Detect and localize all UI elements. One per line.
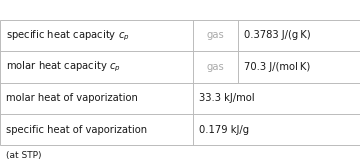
Bar	[0, 20, 360, 145]
Text: specific heat of vaporization: specific heat of vaporization	[6, 125, 148, 134]
Text: specific heat capacity $c_p$: specific heat capacity $c_p$	[6, 28, 130, 43]
Text: 0.179 kJ/g: 0.179 kJ/g	[199, 125, 249, 134]
Text: 0.3783 J/(g K): 0.3783 J/(g K)	[244, 31, 311, 40]
Text: 70.3 J/(mol K): 70.3 J/(mol K)	[244, 62, 310, 72]
Text: gas: gas	[206, 62, 224, 72]
Text: (at STP): (at STP)	[6, 151, 42, 160]
Text: molar heat of vaporization: molar heat of vaporization	[6, 93, 138, 103]
Text: molar heat capacity $c_p$: molar heat capacity $c_p$	[6, 60, 121, 74]
Text: 33.3 kJ/mol: 33.3 kJ/mol	[199, 93, 255, 103]
Text: gas: gas	[206, 31, 224, 40]
